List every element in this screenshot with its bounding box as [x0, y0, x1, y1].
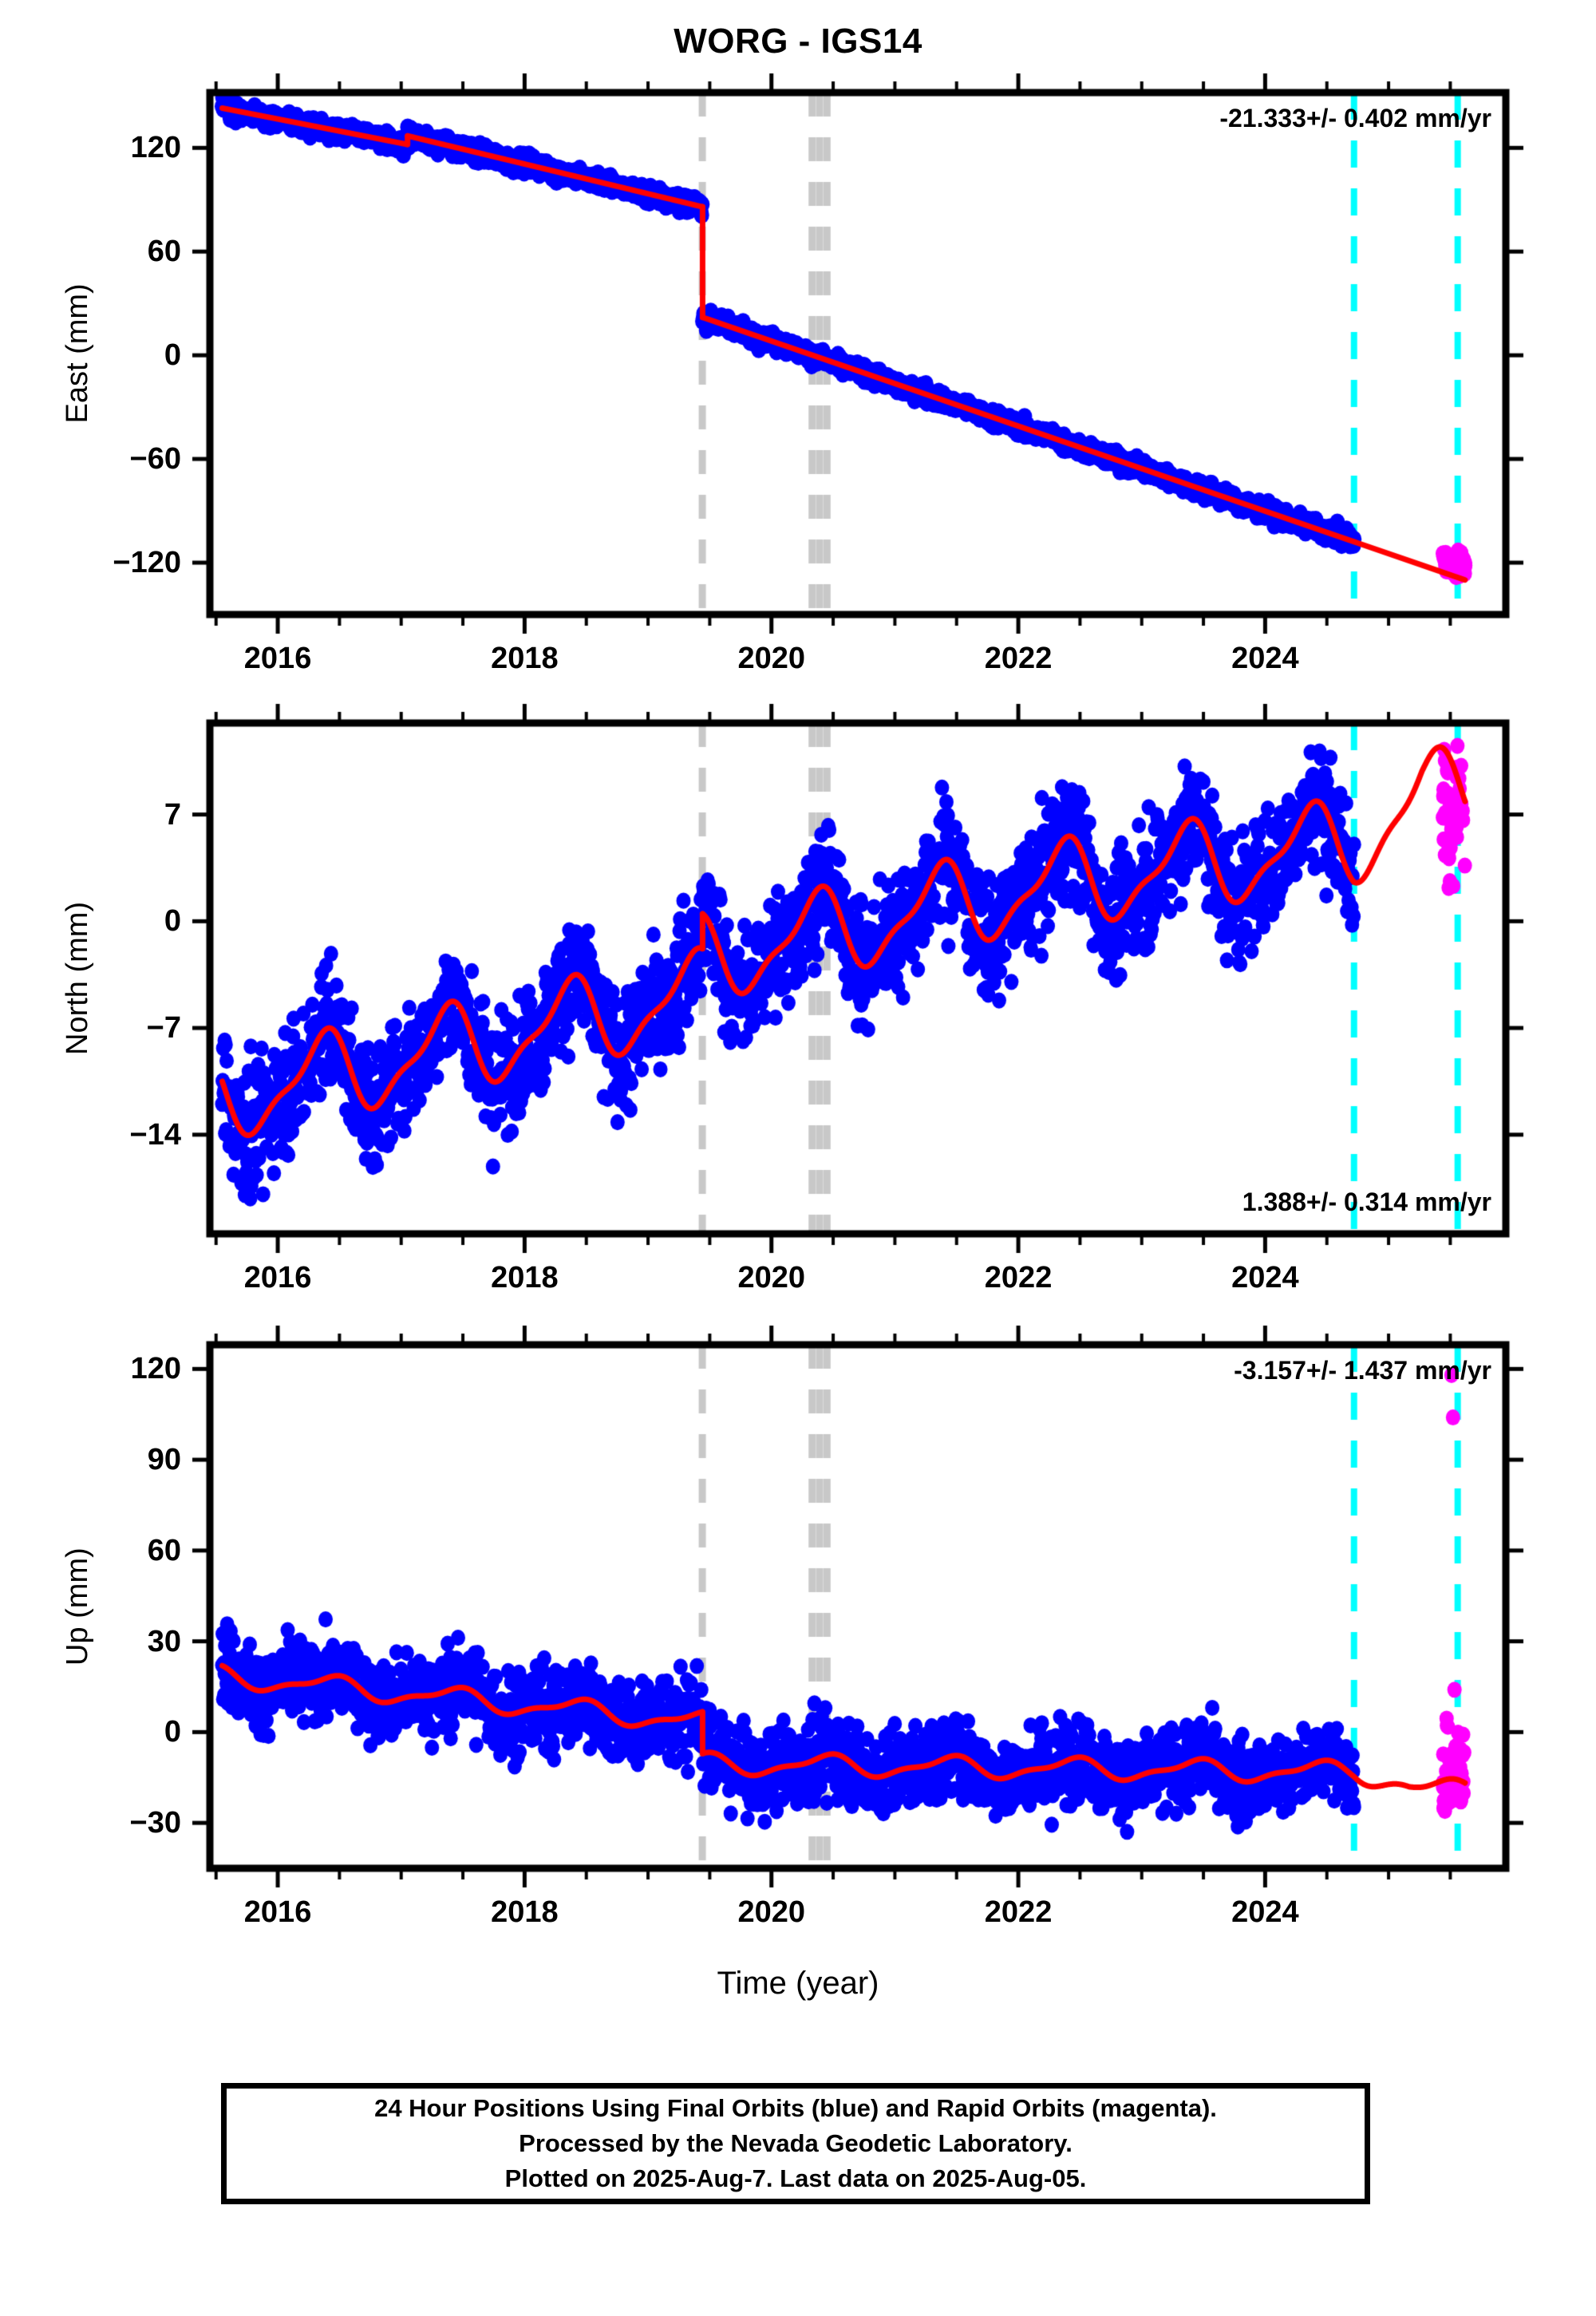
y-tick-label: −14: [129, 1117, 181, 1152]
y-tick-label: 7: [164, 797, 181, 832]
y-axis-label: Up (mm): [61, 1547, 94, 1666]
x-tick-label: 2024: [1231, 642, 1299, 675]
caption-line-3: Plotted on 2025-Aug-7. Last data on 2025…: [504, 2164, 1087, 2192]
y-tick-label: 30: [147, 1624, 181, 1658]
y-axis-label: North (mm): [61, 901, 94, 1055]
x-tick-label: 2024: [1231, 1261, 1299, 1294]
y-axis-label: East (mm): [61, 283, 94, 424]
x-tick-label: 2016: [243, 642, 312, 675]
y-tick-label: −60: [129, 442, 181, 476]
page-title: WORG - IGS14: [674, 22, 922, 61]
x-tick-label: 2022: [984, 1895, 1053, 1929]
rate-annotation: 1.388+/- 0.314 mm/yr: [1242, 1188, 1491, 1216]
x-tick-label: 2020: [737, 642, 805, 675]
x-tick-label: 2020: [737, 1261, 805, 1294]
y-tick-label: 90: [147, 1443, 181, 1477]
x-tick-label: 2018: [491, 1895, 559, 1929]
x-tick-label: 2018: [491, 1261, 559, 1294]
y-tick-label: 0: [164, 1715, 181, 1749]
x-tick-label: 2016: [243, 1895, 312, 1929]
x-tick-label: 2020: [737, 1895, 805, 1929]
y-tick-label: −120: [113, 546, 181, 580]
x-tick-label: 2022: [984, 1261, 1053, 1294]
x-axis-label: Time (year): [717, 1966, 879, 2001]
caption-line-1: 24 Hour Positions Using Final Orbits (bl…: [374, 2093, 1217, 2122]
rate-annotation: -3.157+/- 1.437 mm/yr: [1234, 1356, 1491, 1385]
y-tick-label: −30: [129, 1806, 181, 1840]
y-tick-label: 0: [164, 904, 181, 939]
y-tick-label: 120: [130, 131, 181, 165]
y-tick-label: 60: [147, 235, 181, 269]
y-tick-label: 120: [130, 1352, 181, 1386]
x-tick-label: 2024: [1231, 1895, 1299, 1929]
x-tick-label: 2016: [243, 1261, 312, 1294]
y-tick-label: 60: [147, 1533, 181, 1567]
y-tick-label: −7: [146, 1011, 181, 1045]
rate-annotation: -21.333+/- 0.402 mm/yr: [1219, 104, 1491, 132]
x-tick-label: 2022: [984, 642, 1053, 675]
caption-line-2: Processed by the Nevada Geodetic Laborat…: [519, 2128, 1073, 2157]
caption-box: 24 Hour Positions Using Final Orbits (bl…: [221, 2083, 1370, 2204]
x-tick-label: 2018: [491, 642, 559, 675]
y-tick-label: 0: [164, 338, 181, 373]
